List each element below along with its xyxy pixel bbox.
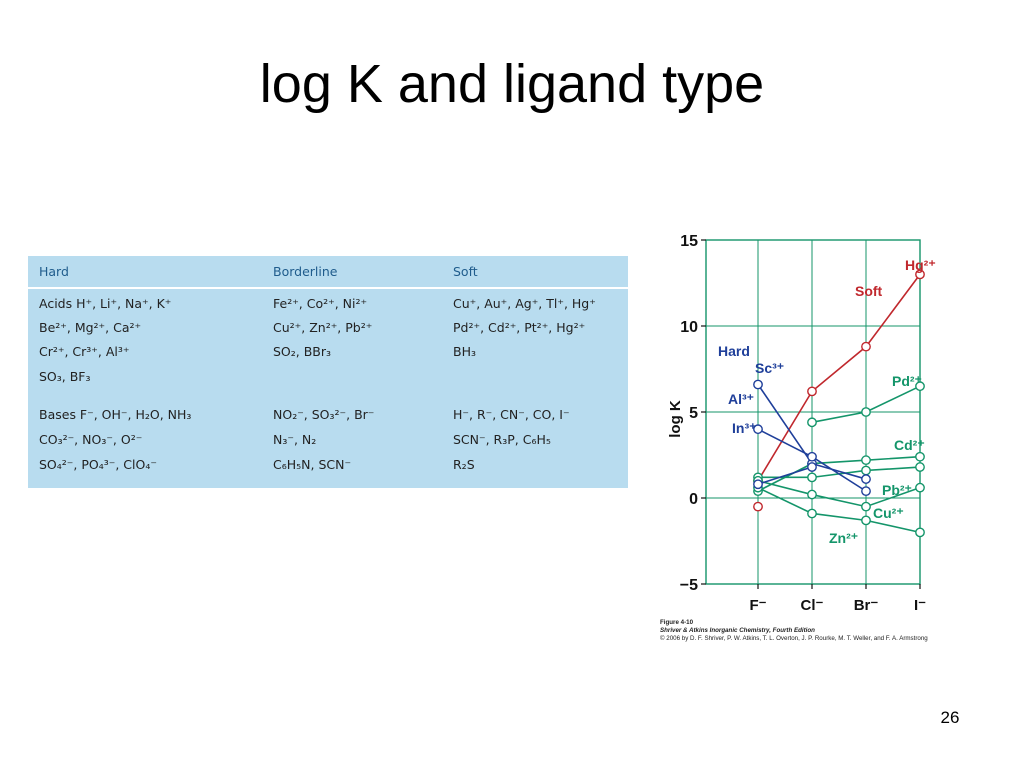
series-lines [753,269,925,538]
x-tick-label: F⁻ [749,597,766,614]
series-label: In³⁺ [732,420,757,436]
acids-hard-line: SO₃, BF₃ [39,369,91,384]
data-point [807,451,817,462]
bases-borderline-line: NO₂⁻, SO₃²⁻, Br⁻ [273,407,375,422]
data-point [861,474,871,484]
data-point [861,465,871,476]
data-point [915,269,925,280]
x-tick-label: Br⁻ [854,597,879,614]
caption-figure-number: Figure 4-10 [660,619,694,626]
hsab-table: Hard Borderline Soft Acids H⁺, Li⁺, Na⁺,… [28,256,628,488]
series-labels: Hg²⁺ Pd²⁺ Cd²⁺ Pb²⁺ Cu²⁺ Zn²⁺ Sc³⁺Al³⁺ In³⁺ [728,257,936,546]
logk-chart: −5 0 5 10 15 F⁻ Cl⁻ Br⁻ I⁻ Hg²⁺ Pd²⁺ Cd²⁺ Pb²⁺ Cu²⁺… [667,233,936,614]
data-point [861,455,871,466]
data-point [807,489,817,500]
series-line-Al³⁺ [757,466,813,486]
acids-borderline-line: SO₂, BBr₃ [273,344,332,359]
series-label: Cd²⁺ [894,437,925,453]
bases-hard-line: CO₃²⁻, NO₃⁻, O²⁻ [39,432,143,447]
y-tick-label: 10 [680,319,698,336]
data-point [807,386,817,397]
bases-hard-line: SO₄²⁻, PO₄³⁻, ClO₄⁻ [39,457,157,472]
acids-hard-line: Cr²⁺, Cr³⁺, Al³⁺ [39,344,130,359]
series-line-Hg²⁺ [757,273,921,482]
series-line-Cu²⁺ [757,480,921,508]
y-axis-label: log K [667,400,684,438]
y-tick-label: 0 [689,491,698,508]
series-label: Zn²⁺ [829,530,858,546]
chart-grid [701,239,921,589]
data-point [807,462,817,472]
data-point [753,501,763,512]
y-tick-labels: −5 0 5 10 15 [680,233,698,594]
data-point [915,482,925,493]
data-point [861,501,871,512]
bases-borderline-line: C₆H₅N, SCN⁻ [273,457,352,472]
data-point [915,451,925,462]
data-point [807,472,817,483]
bases-hard-line: Bases F⁻, OH⁻, H₂O, NH₃ [39,407,192,422]
series-line-Zn²⁺ [757,486,921,534]
group-label-hard: Hard [718,343,750,359]
x-tick-labels: F⁻ Cl⁻ Br⁻ I⁻ [749,597,926,614]
data-point [861,515,871,526]
bases-soft-line: H⁻, R⁻, CN⁻, CO, I⁻ [453,407,570,422]
acids-borderline-line: Fe²⁺, Co²⁺, Ni²⁺ [273,296,368,311]
data-point [915,462,925,472]
group-label-soft: Soft [855,283,883,299]
acids-soft-line: Pd²⁺, Cd²⁺, Pt²⁺, Hg²⁺ [453,320,586,335]
bases-borderline-line: N₃⁻, N₂ [273,432,317,447]
data-point [861,486,871,497]
page-number: 26 [940,708,960,727]
acids-borderline-line: Cu²⁺, Zn²⁺, Pb²⁺ [273,320,373,335]
acids-soft-line: BH₃ [453,344,476,359]
data-point [915,381,925,392]
series-label: Pb²⁺ [882,482,912,498]
series-label: Cu²⁺ [873,505,904,521]
bases-soft-line: R₂S [453,457,475,472]
y-tick-label: −5 [680,577,698,594]
y-tick-label: 15 [680,233,698,250]
x-tick-label: Cl⁻ [801,597,824,614]
header-hard: Hard [39,264,69,279]
data-point [861,407,871,417]
data-point [753,379,763,390]
table-header-row: Hard Borderline Soft [28,256,628,289]
series-label: Sc³⁺ [755,360,784,376]
data-point [753,424,763,435]
caption-book-title: Shriver & Atkins Inorganic Chemistry, Fo… [660,627,815,634]
acids-hard-line: Acids H⁺, Li⁺, Na⁺, K⁺ [39,296,172,311]
data-point [861,341,871,352]
x-tick-label: I⁻ [914,597,926,614]
series-label: Hg²⁺ [905,257,936,273]
series-label: Pd²⁺ [892,373,922,389]
slide-title: log K and ligand type [259,54,765,114]
bases-soft-line: SCN⁻, R₃P, C₆H₅ [453,432,551,447]
series-label: Al³⁺ [728,391,754,407]
acids-hard-line: Be²⁺, Mg²⁺, Ca²⁺ [39,320,142,335]
y-tick-label: 5 [689,405,698,422]
figure-caption: Figure 4-10 Shriver & Atkins Inorganic C… [660,619,980,643]
header-soft: Soft [453,264,478,279]
data-point [807,417,817,428]
acids-soft-line: Cu⁺, Au⁺, Ag⁺, Tl⁺, Hg⁺ [453,296,596,311]
data-point [807,508,817,519]
data-point [915,527,925,538]
header-borderline: Borderline [273,264,338,279]
data-point [753,479,763,490]
caption-copyright: © 2006 by D. F. Shriver, P. W. Atkins, T… [660,635,928,642]
